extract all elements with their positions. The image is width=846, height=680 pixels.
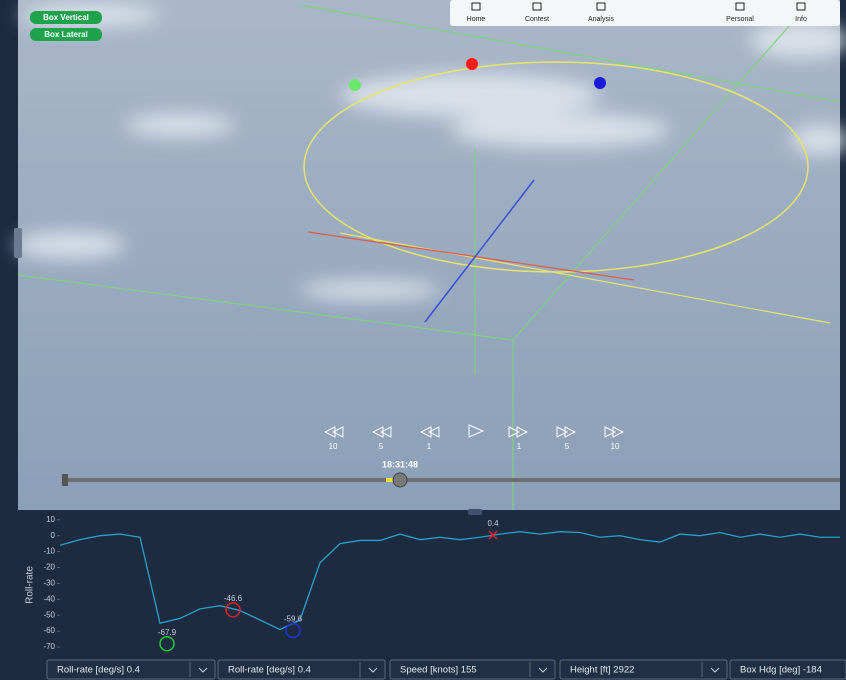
plot-panel [18, 510, 840, 658]
marker-label: -67.9 [158, 628, 177, 637]
panel-handle[interactable] [468, 509, 482, 515]
page: Box Vertical Box Lateral Home Contest Analys… [0, 0, 846, 680]
nav-label: Home [467, 16, 486, 23]
y-tick-label: -30 [43, 579, 55, 588]
y-tick-label: -60 [43, 626, 55, 635]
playback-label: 1 [427, 442, 432, 451]
side-handle[interactable] [14, 228, 22, 258]
nav-label: Contest [525, 16, 549, 23]
playback-label: 5 [379, 442, 384, 451]
y-tick-label: -50 [43, 610, 55, 619]
app: Box Vertical Box Lateral Home Contest Analys… [0, 0, 846, 680]
y-tick-label: -40 [43, 594, 55, 603]
badge-label: Box Lateral [44, 30, 88, 39]
playback-label: 10 [611, 442, 620, 451]
badge-label: Box Vertical [43, 13, 89, 22]
selector-label: Roll-rate [deg/s] 0.4 [57, 665, 140, 676]
marker-label: -59.6 [284, 615, 303, 624]
y-tick-label: 0 [51, 531, 56, 540]
playback-time: 18:31:48 [382, 459, 418, 469]
y-tick-label: -10 [43, 547, 55, 556]
y-tick-label: -70 [43, 642, 55, 651]
slider-start[interactable] [62, 474, 68, 486]
marker-label: -46.6 [224, 594, 243, 603]
y-tick-label: 10 [46, 515, 55, 524]
slider-thumb[interactable] [393, 473, 407, 487]
selector-label: Height [ft] 2922 [570, 665, 634, 676]
nav-bar [450, 0, 840, 26]
nav-label: Info [795, 16, 807, 23]
y-axis-label: Roll-rate [25, 566, 36, 604]
selector-label: Speed [knots] 155 [400, 665, 477, 676]
selector-label: Roll-rate [deg/s] 0.4 [228, 665, 311, 676]
y-tick-label: -20 [43, 563, 55, 572]
playback-label: 10 [329, 442, 338, 451]
nav-label: Analysis [588, 16, 615, 23]
playback-label: 5 [565, 442, 570, 451]
nav-label: Personal [726, 16, 754, 23]
selector-label: Box Hdg [deg] -184 [740, 665, 822, 676]
marker-label: 0.4 [487, 519, 499, 528]
playback-label: 1 [517, 442, 522, 451]
